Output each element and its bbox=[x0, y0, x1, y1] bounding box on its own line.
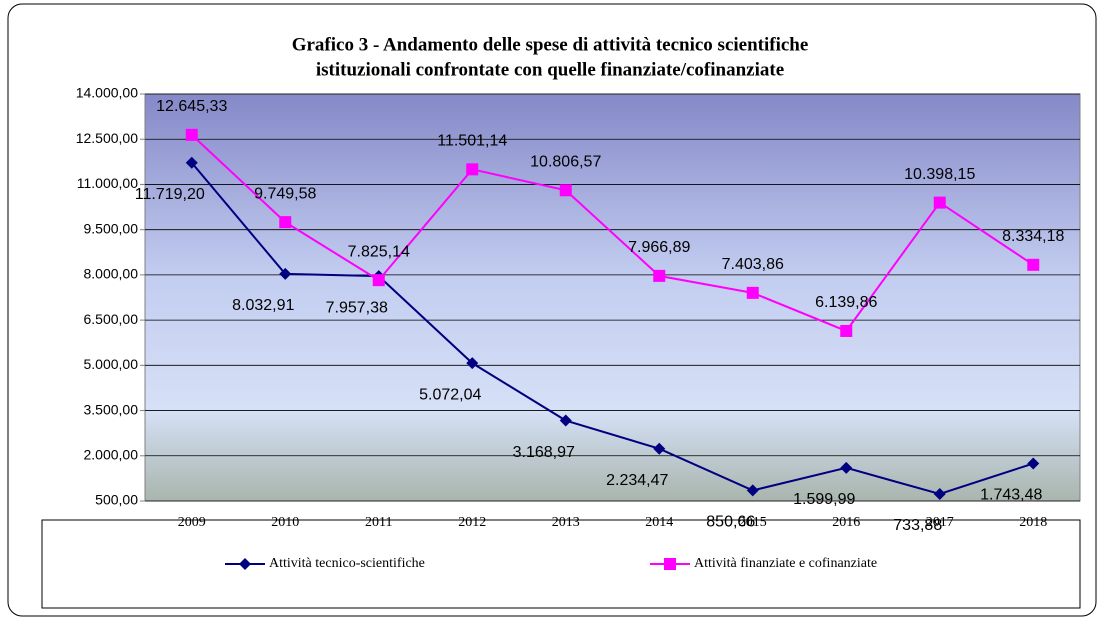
x-tick-label: 2016 bbox=[832, 515, 860, 530]
y-tick-label: 9.500,00 bbox=[84, 220, 139, 236]
data-point bbox=[933, 487, 946, 500]
data-point bbox=[185, 128, 198, 141]
chart-title: istituzionali confrontate con quelle fin… bbox=[316, 59, 784, 80]
y-tick-label: 500,00 bbox=[95, 492, 138, 508]
data-label: 7.966,89 bbox=[628, 239, 690, 256]
data-point bbox=[840, 324, 853, 337]
data-label: 5.072,04 bbox=[419, 386, 481, 403]
data-label: 1.743,48 bbox=[980, 487, 1042, 504]
data-point bbox=[653, 269, 666, 282]
data-point bbox=[279, 216, 292, 229]
x-tick-label: 2014 bbox=[645, 515, 673, 530]
data-point bbox=[653, 442, 666, 455]
x-tick-label: 2011 bbox=[365, 515, 392, 530]
x-tick-label: 2009 bbox=[178, 515, 206, 530]
series-line bbox=[191, 134, 1034, 333]
data-label: 12.645,33 bbox=[156, 98, 227, 115]
data-point bbox=[372, 274, 385, 287]
legend-box bbox=[41, 519, 1081, 609]
data-label: 11.719,20 bbox=[135, 186, 205, 203]
x-tick-label: 2010 bbox=[271, 515, 299, 530]
data-point bbox=[1027, 457, 1040, 470]
data-label: 7.957,38 bbox=[326, 299, 388, 316]
y-tick-label: 6.500,00 bbox=[84, 311, 139, 327]
x-tick-label: 2017 bbox=[926, 515, 954, 530]
legend-label: Attività tecnico-scientifiche bbox=[269, 556, 425, 571]
data-label: 2.234,47 bbox=[606, 472, 668, 489]
plot-area bbox=[144, 93, 1081, 502]
y-tick-label: 14.000,00 bbox=[76, 85, 138, 101]
y-tick-label: 12.500,00 bbox=[76, 130, 138, 146]
y-tick-label: 3.500,00 bbox=[84, 401, 139, 417]
x-tick-label: 2015 bbox=[739, 515, 767, 530]
data-label: 10.398,15 bbox=[904, 166, 975, 183]
data-label: 8.334,18 bbox=[1002, 228, 1064, 245]
legend-marker bbox=[239, 558, 251, 570]
data-point bbox=[933, 196, 946, 209]
data-label: 7.825,14 bbox=[348, 243, 410, 260]
data-point bbox=[559, 414, 572, 427]
x-tick-label: 2012 bbox=[458, 515, 486, 530]
data-point bbox=[840, 461, 853, 474]
data-label: 3.168,97 bbox=[513, 444, 575, 461]
x-tick-label: 2013 bbox=[552, 515, 580, 530]
data-label: 1.599,99 bbox=[793, 491, 855, 508]
data-point bbox=[1027, 258, 1040, 271]
data-point bbox=[279, 267, 292, 280]
x-tick-label: 2018 bbox=[1019, 515, 1047, 530]
data-label: 11.501,14 bbox=[437, 133, 507, 150]
data-point bbox=[185, 156, 198, 169]
data-point bbox=[746, 286, 759, 299]
data-point bbox=[746, 484, 759, 497]
data-label: 6.139,86 bbox=[815, 294, 877, 311]
data-label: 733,88 bbox=[893, 517, 942, 534]
series-line bbox=[190, 162, 1034, 495]
data-label: 10.806,57 bbox=[530, 153, 601, 170]
legend-label: Attività finanziate e cofinanziate bbox=[694, 556, 877, 571]
data-point bbox=[559, 184, 572, 197]
data-point bbox=[466, 357, 479, 370]
y-tick-label: 8.000,00 bbox=[84, 266, 139, 282]
data-point bbox=[466, 163, 479, 176]
y-tick-label: 5.000,00 bbox=[84, 356, 139, 372]
y-tick-label: 11.000,00 bbox=[77, 175, 138, 191]
data-label: 8.032,91 bbox=[232, 297, 294, 314]
data-label: 9.749,58 bbox=[254, 185, 316, 202]
chart-title: Grafico 3 - Andamento delle spese di att… bbox=[292, 34, 809, 55]
data-label: 7.403,86 bbox=[722, 256, 784, 273]
data-label: 850,66 bbox=[706, 514, 755, 531]
legend-marker bbox=[664, 558, 676, 570]
y-tick-label: 2.000,00 bbox=[84, 446, 139, 462]
